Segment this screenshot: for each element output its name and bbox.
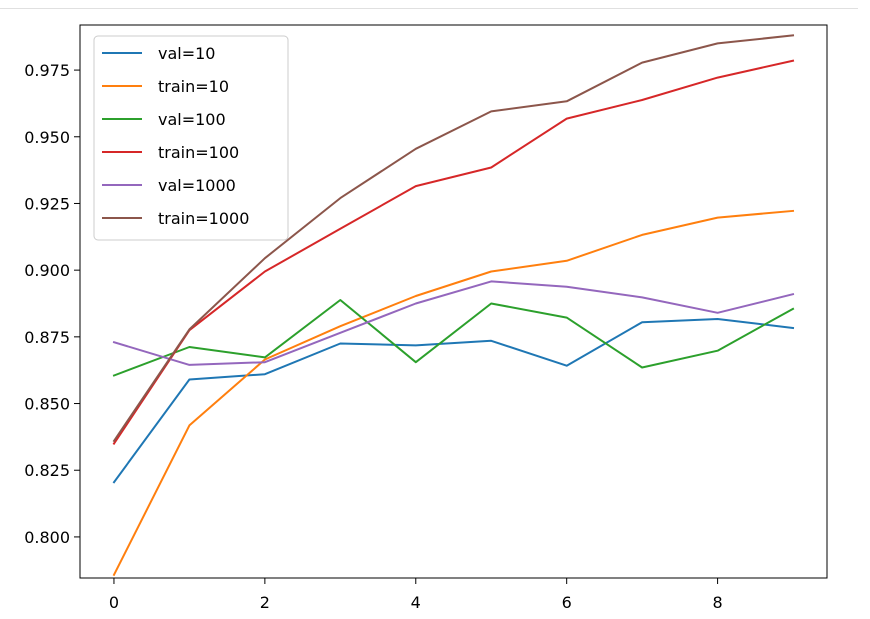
y-tick-label: 0.850 bbox=[24, 395, 70, 414]
x-tick-label: 2 bbox=[260, 593, 270, 612]
y-tick-label: 0.900 bbox=[24, 261, 70, 280]
x-tick-label: 4 bbox=[411, 593, 421, 612]
top-border-strip bbox=[0, 0, 858, 9]
y-tick-label: 0.875 bbox=[24, 328, 70, 347]
legend-label: train=10 bbox=[158, 77, 229, 96]
y-tick-label: 0.825 bbox=[24, 461, 70, 480]
x-tick-label: 0 bbox=[109, 593, 119, 612]
legend-label: val=10 bbox=[158, 44, 215, 63]
x-tick-label: 6 bbox=[562, 593, 572, 612]
series-line-val-10 bbox=[112, 318, 795, 484]
x-axis: 0 2 4 6 8 bbox=[109, 578, 723, 612]
legend-box bbox=[93, 35, 289, 241]
series-line-train-100 bbox=[112, 59, 795, 445]
series-layer bbox=[112, 34, 795, 577]
y-axis: 0.800 0.825 0.850 0.875 0.900 0.925 0.950 0.975 bbox=[24, 61, 80, 547]
series-line-val-100 bbox=[112, 299, 795, 377]
y-tick-label: 0.925 bbox=[24, 194, 70, 213]
series-line-val-1000 bbox=[112, 280, 795, 366]
y-tick-label: 0.975 bbox=[24, 61, 70, 80]
x-tick-label: 8 bbox=[712, 593, 722, 612]
legend-label: train=1000 bbox=[158, 209, 249, 228]
legend-label: train=100 bbox=[158, 143, 239, 162]
series-line-train-1000 bbox=[112, 34, 795, 443]
series-line-train-10 bbox=[112, 209, 795, 577]
legend-label: val=1000 bbox=[158, 176, 236, 195]
y-tick-label: 0.800 bbox=[24, 528, 70, 547]
legend-label: val=100 bbox=[158, 110, 226, 129]
legend: val=10 train=10 val=100 train=100 val=1000 tr… bbox=[93, 35, 289, 241]
y-tick-label: 0.950 bbox=[24, 128, 70, 147]
